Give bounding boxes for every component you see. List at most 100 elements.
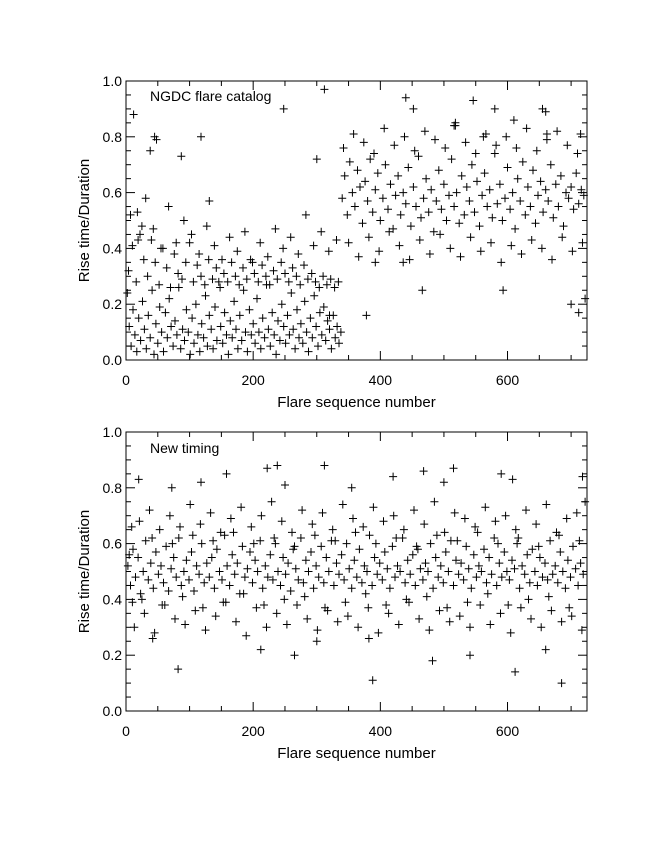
data-point bbox=[241, 328, 250, 337]
data-point bbox=[505, 575, 514, 584]
data-point bbox=[471, 149, 480, 158]
data-point bbox=[187, 548, 196, 556]
x-axis-label: Flare sequence number bbox=[277, 394, 435, 411]
data-point bbox=[158, 601, 167, 609]
data-point bbox=[197, 539, 206, 548]
data-point bbox=[248, 578, 257, 587]
data-point bbox=[548, 570, 557, 579]
data-point bbox=[577, 626, 586, 635]
data-point bbox=[298, 506, 307, 515]
data-point bbox=[219, 598, 228, 607]
data-point bbox=[155, 280, 164, 289]
data-point bbox=[482, 578, 491, 587]
data-point bbox=[400, 132, 409, 141]
data-point bbox=[401, 93, 410, 102]
data-point bbox=[569, 542, 577, 551]
data-point bbox=[457, 559, 466, 568]
data-point bbox=[232, 325, 240, 334]
data-point bbox=[275, 336, 284, 345]
data-point bbox=[171, 614, 179, 623]
data-point bbox=[391, 573, 399, 582]
data-point bbox=[201, 291, 210, 300]
data-point bbox=[312, 637, 321, 646]
data-point bbox=[189, 277, 198, 286]
data-point bbox=[258, 261, 267, 270]
data-point bbox=[341, 598, 350, 607]
data-point bbox=[313, 626, 322, 635]
data-point bbox=[406, 570, 415, 579]
data-point bbox=[294, 250, 303, 258]
data-point bbox=[357, 578, 366, 587]
data-point bbox=[501, 511, 510, 520]
data-point bbox=[527, 236, 536, 244]
data-point bbox=[553, 578, 562, 587]
data-point bbox=[384, 205, 392, 214]
data-point bbox=[277, 258, 286, 267]
data-point bbox=[565, 603, 574, 612]
data-point bbox=[230, 297, 239, 306]
data-point bbox=[485, 185, 494, 194]
data-point bbox=[544, 592, 553, 601]
data-point bbox=[157, 328, 166, 337]
data-point bbox=[159, 578, 168, 587]
data-point bbox=[210, 241, 219, 250]
data-point bbox=[136, 589, 145, 598]
data-point bbox=[209, 344, 218, 353]
data-point bbox=[299, 578, 308, 587]
data-point bbox=[516, 197, 525, 205]
data-point bbox=[329, 581, 338, 590]
data-point bbox=[138, 297, 147, 306]
data-point bbox=[495, 559, 504, 568]
data-point bbox=[167, 564, 176, 573]
data-point bbox=[174, 269, 183, 278]
data-point bbox=[273, 275, 282, 284]
data-point bbox=[340, 171, 349, 180]
data-point bbox=[248, 258, 257, 267]
data-point bbox=[225, 581, 234, 590]
data-point bbox=[167, 322, 176, 331]
data-point bbox=[466, 651, 474, 660]
data-point bbox=[304, 347, 313, 356]
data-point bbox=[287, 289, 296, 297]
data-point bbox=[460, 210, 469, 219]
data-point bbox=[155, 303, 164, 311]
data-point bbox=[303, 275, 312, 284]
data-point bbox=[375, 559, 384, 568]
data-point bbox=[146, 146, 155, 155]
data-point bbox=[327, 344, 336, 353]
data-point bbox=[165, 294, 174, 303]
data-point bbox=[449, 581, 458, 590]
data-point bbox=[513, 539, 522, 548]
data-point bbox=[494, 539, 502, 548]
data-point bbox=[508, 556, 516, 565]
data-point bbox=[337, 550, 346, 559]
data-point bbox=[417, 213, 425, 222]
data-point bbox=[399, 188, 408, 197]
data-point bbox=[146, 333, 155, 342]
data-point bbox=[178, 592, 187, 601]
data-point bbox=[335, 339, 343, 348]
data-point bbox=[563, 141, 572, 150]
data-point bbox=[496, 609, 505, 618]
data-point bbox=[148, 534, 157, 542]
data-point bbox=[361, 589, 370, 598]
data-point bbox=[240, 573, 249, 582]
data-point bbox=[515, 584, 524, 593]
data-point bbox=[384, 609, 393, 618]
data-point bbox=[434, 166, 443, 175]
data-point bbox=[192, 561, 201, 570]
data-point bbox=[493, 199, 502, 208]
data-point bbox=[130, 623, 139, 632]
data-point bbox=[466, 623, 474, 632]
data-point bbox=[150, 350, 158, 359]
data-point bbox=[303, 614, 312, 623]
data-point bbox=[253, 294, 261, 303]
data-point bbox=[269, 266, 278, 275]
data-point bbox=[206, 508, 215, 517]
data-point bbox=[263, 573, 272, 582]
data-point bbox=[197, 478, 205, 487]
data-point bbox=[542, 500, 551, 509]
data-point bbox=[549, 213, 558, 222]
data-point bbox=[205, 573, 214, 582]
data-point bbox=[286, 233, 295, 242]
